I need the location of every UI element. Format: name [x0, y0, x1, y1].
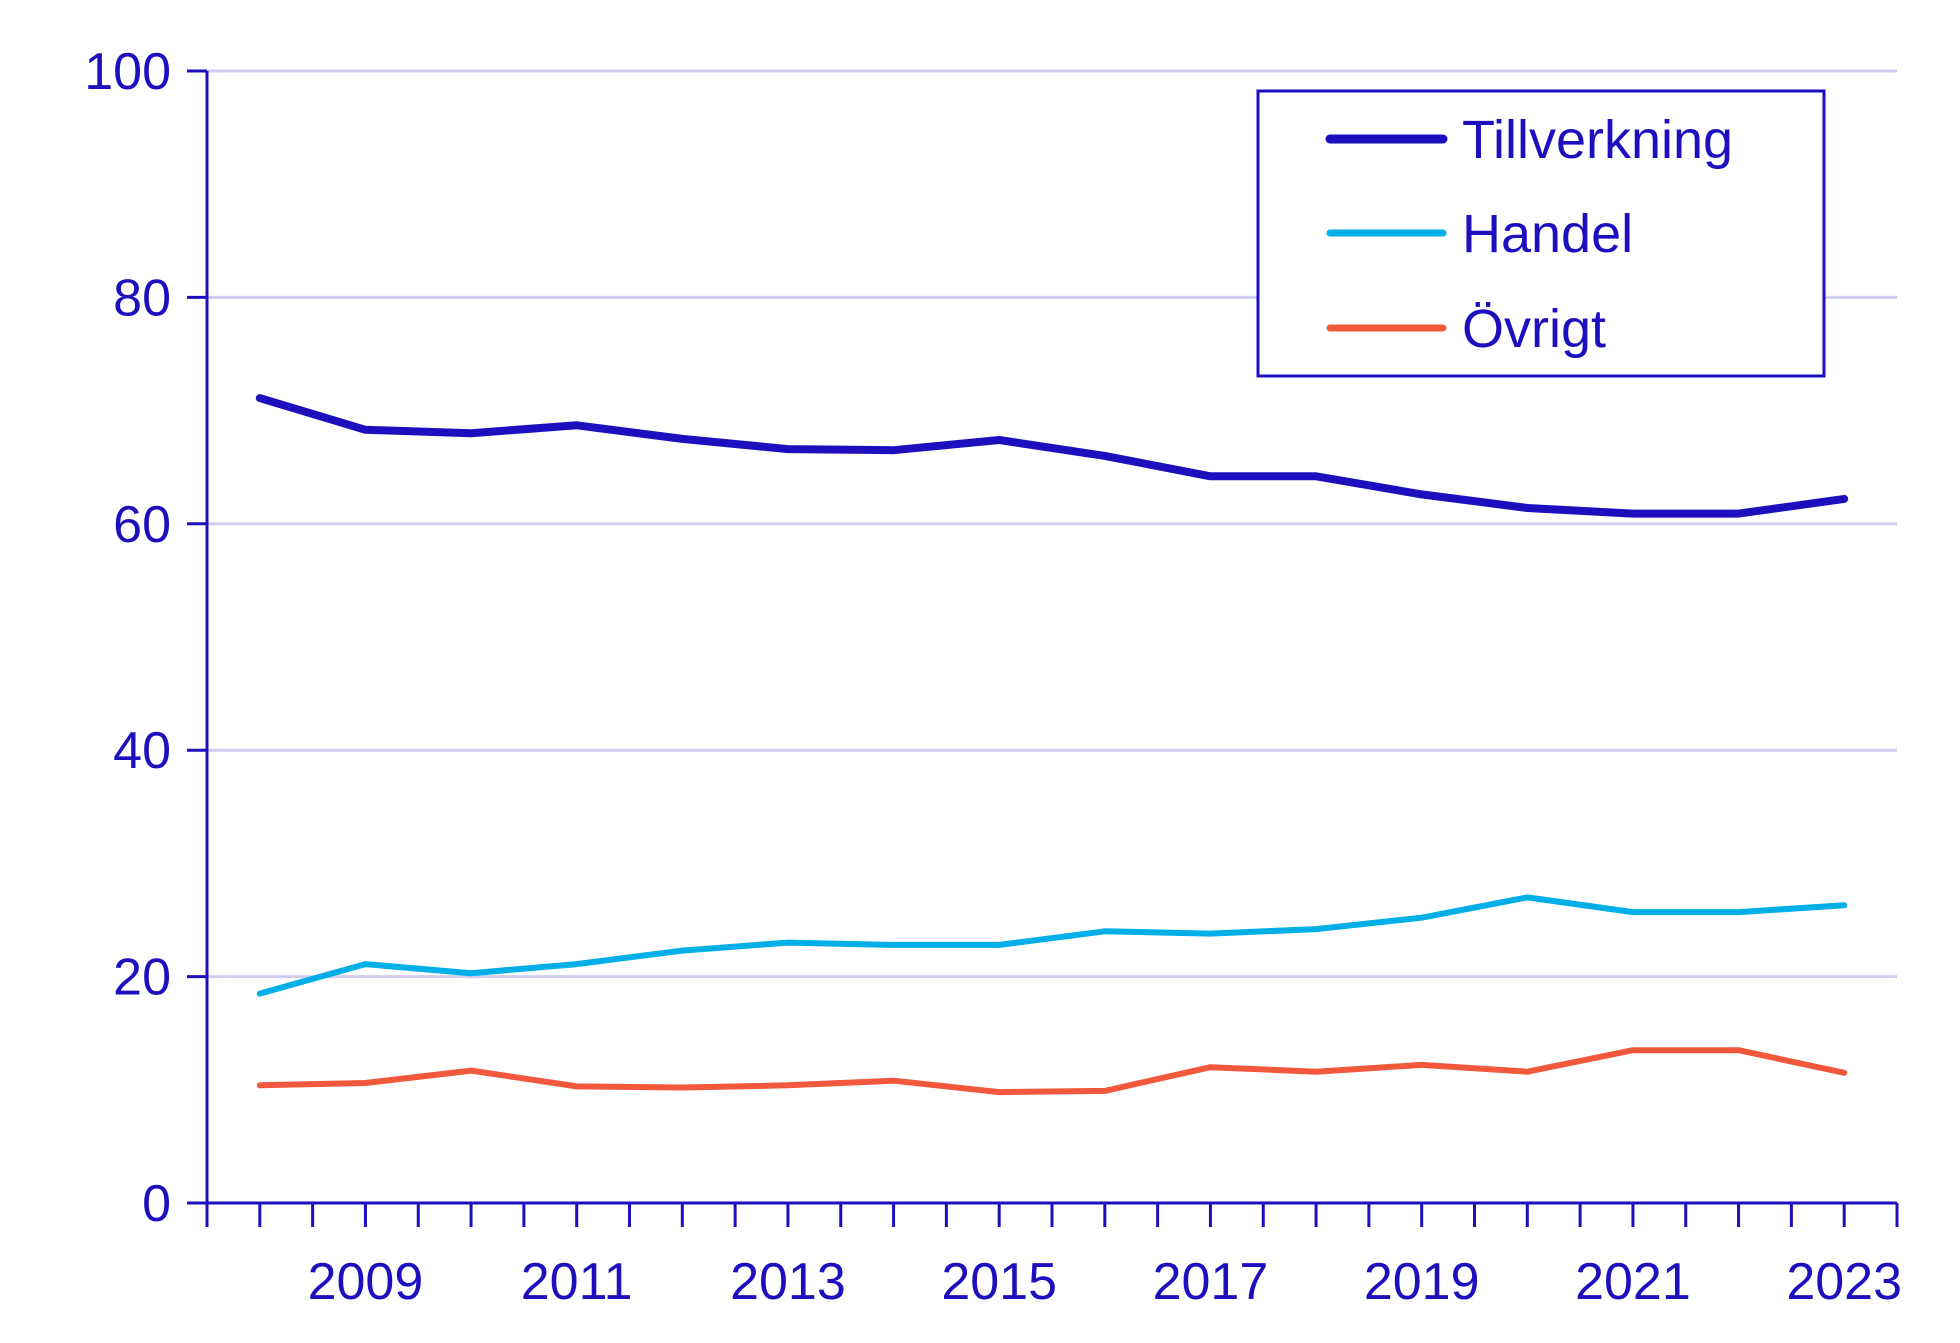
- series-line-tillverkning: [255, 394, 1849, 518]
- y-tick-label-100: 100: [84, 43, 171, 101]
- axes: 0 20 40 60 80 100 2009 2011 2013 2015 2017 2019 2021…: [84, 43, 1902, 1311]
- y-tick-label-20: 20: [113, 949, 171, 1007]
- y-tick-label-60: 60: [113, 496, 171, 554]
- x-tick-label-2015: 2015: [941, 1253, 1057, 1311]
- x-tick-label-2019: 2019: [1364, 1253, 1480, 1311]
- legend-label-handel: Handel: [1462, 204, 1633, 264]
- x-tick-label-2009: 2009: [308, 1253, 424, 1311]
- x-tick-label-2013: 2013: [730, 1253, 846, 1311]
- y-tick-label-80: 80: [113, 269, 171, 327]
- series-lines: [255, 394, 1849, 1096]
- y-tick-label-40: 40: [113, 722, 171, 780]
- y-tick-label-0: 0: [142, 1175, 171, 1233]
- legend: Tillverkning Handel Övrigt: [1256, 89, 1826, 378]
- x-tick-label-2021: 2021: [1575, 1253, 1691, 1311]
- series-line-övrigt: [256, 1047, 1848, 1096]
- x-tick-label-2023: 2023: [1786, 1253, 1902, 1311]
- legend-label-övrigt: Övrigt: [1462, 299, 1606, 359]
- legend-label-tillverkning: Tillverkning: [1462, 110, 1733, 170]
- x-tick-label-2017: 2017: [1153, 1253, 1269, 1311]
- series-line-handel: [256, 894, 1848, 997]
- x-tick-label-2011: 2011: [521, 1253, 633, 1311]
